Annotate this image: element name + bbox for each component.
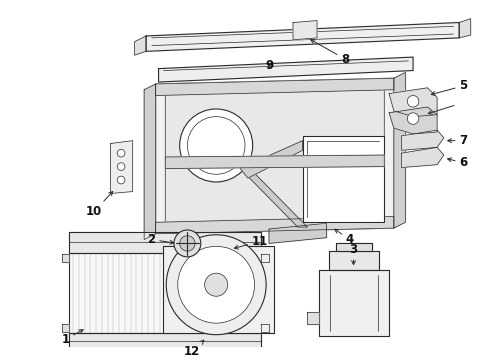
Polygon shape: [163, 246, 274, 333]
Polygon shape: [240, 168, 307, 227]
Polygon shape: [261, 254, 269, 262]
Polygon shape: [111, 141, 133, 193]
Polygon shape: [307, 312, 319, 324]
Circle shape: [205, 273, 228, 296]
Text: 3: 3: [349, 243, 358, 265]
Polygon shape: [261, 324, 269, 332]
Text: 8: 8: [311, 40, 349, 66]
Text: 1: 1: [61, 330, 83, 346]
Text: 10: 10: [86, 192, 113, 218]
Polygon shape: [156, 216, 394, 234]
Polygon shape: [329, 251, 379, 270]
Text: 12: 12: [184, 340, 204, 358]
Polygon shape: [240, 141, 303, 178]
Text: 7: 7: [448, 134, 467, 147]
Polygon shape: [459, 19, 471, 38]
Circle shape: [180, 109, 253, 182]
Polygon shape: [319, 270, 389, 336]
Polygon shape: [156, 78, 394, 234]
Polygon shape: [165, 88, 384, 224]
Text: 9: 9: [265, 59, 273, 72]
Polygon shape: [159, 57, 413, 82]
Text: 11: 11: [234, 235, 268, 249]
Circle shape: [180, 236, 195, 251]
Circle shape: [407, 95, 419, 107]
Polygon shape: [389, 88, 437, 117]
Polygon shape: [401, 130, 444, 150]
Polygon shape: [146, 23, 459, 51]
Text: 6: 6: [447, 156, 467, 169]
Polygon shape: [165, 155, 384, 168]
Circle shape: [407, 113, 419, 124]
Polygon shape: [269, 223, 327, 243]
Circle shape: [117, 163, 125, 170]
Polygon shape: [69, 232, 261, 253]
Polygon shape: [135, 36, 146, 55]
Polygon shape: [401, 147, 444, 167]
Circle shape: [117, 176, 125, 184]
Circle shape: [174, 230, 201, 257]
Circle shape: [166, 235, 266, 335]
Circle shape: [187, 117, 245, 174]
Circle shape: [178, 246, 255, 323]
Polygon shape: [303, 136, 384, 222]
Polygon shape: [62, 324, 69, 332]
Text: 4: 4: [335, 229, 354, 246]
Polygon shape: [394, 72, 405, 228]
Polygon shape: [69, 253, 261, 333]
Circle shape: [117, 149, 125, 157]
Polygon shape: [62, 254, 69, 262]
Polygon shape: [389, 107, 437, 134]
Polygon shape: [144, 84, 156, 240]
Polygon shape: [336, 243, 372, 251]
Text: 2: 2: [147, 233, 174, 246]
Polygon shape: [69, 333, 261, 350]
Polygon shape: [156, 78, 394, 95]
Polygon shape: [293, 21, 317, 40]
Text: 5: 5: [431, 80, 467, 95]
